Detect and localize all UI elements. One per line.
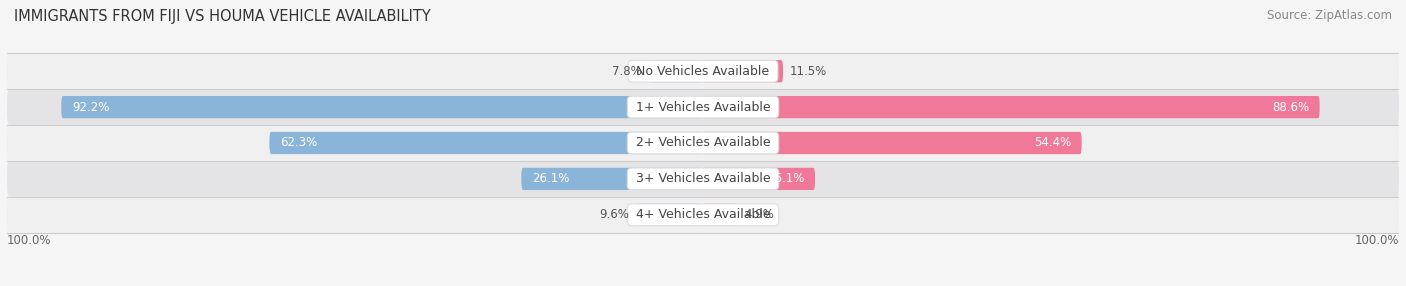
FancyBboxPatch shape [7,53,1399,89]
FancyBboxPatch shape [703,204,737,226]
Text: 1+ Vehicles Available: 1+ Vehicles Available [631,101,775,114]
Text: 7.8%: 7.8% [612,65,641,78]
Text: 3+ Vehicles Available: 3+ Vehicles Available [631,172,775,185]
Text: 4+ Vehicles Available: 4+ Vehicles Available [631,208,775,221]
Text: 54.4%: 54.4% [1033,136,1071,150]
Text: No Vehicles Available: No Vehicles Available [633,65,773,78]
Text: 4.9%: 4.9% [744,208,773,221]
Text: 9.6%: 9.6% [599,208,630,221]
FancyBboxPatch shape [270,132,703,154]
FancyBboxPatch shape [7,161,1399,197]
FancyBboxPatch shape [703,132,1081,154]
Text: 92.2%: 92.2% [72,101,110,114]
Text: 100.0%: 100.0% [1354,234,1399,247]
FancyBboxPatch shape [648,60,703,82]
Text: 62.3%: 62.3% [280,136,318,150]
Text: Source: ZipAtlas.com: Source: ZipAtlas.com [1267,9,1392,21]
FancyBboxPatch shape [522,168,703,190]
FancyBboxPatch shape [62,96,703,118]
FancyBboxPatch shape [703,60,783,82]
Text: IMMIGRANTS FROM FIJI VS HOUMA VEHICLE AVAILABILITY: IMMIGRANTS FROM FIJI VS HOUMA VEHICLE AV… [14,9,430,23]
FancyBboxPatch shape [7,89,1399,125]
Text: 11.5%: 11.5% [790,65,827,78]
Text: 26.1%: 26.1% [531,172,569,185]
Text: 16.1%: 16.1% [768,172,804,185]
FancyBboxPatch shape [636,204,703,226]
Text: 88.6%: 88.6% [1272,101,1309,114]
Text: 100.0%: 100.0% [7,234,52,247]
FancyBboxPatch shape [703,96,1320,118]
FancyBboxPatch shape [703,168,815,190]
FancyBboxPatch shape [7,197,1399,233]
Text: 2+ Vehicles Available: 2+ Vehicles Available [631,136,775,150]
FancyBboxPatch shape [7,125,1399,161]
